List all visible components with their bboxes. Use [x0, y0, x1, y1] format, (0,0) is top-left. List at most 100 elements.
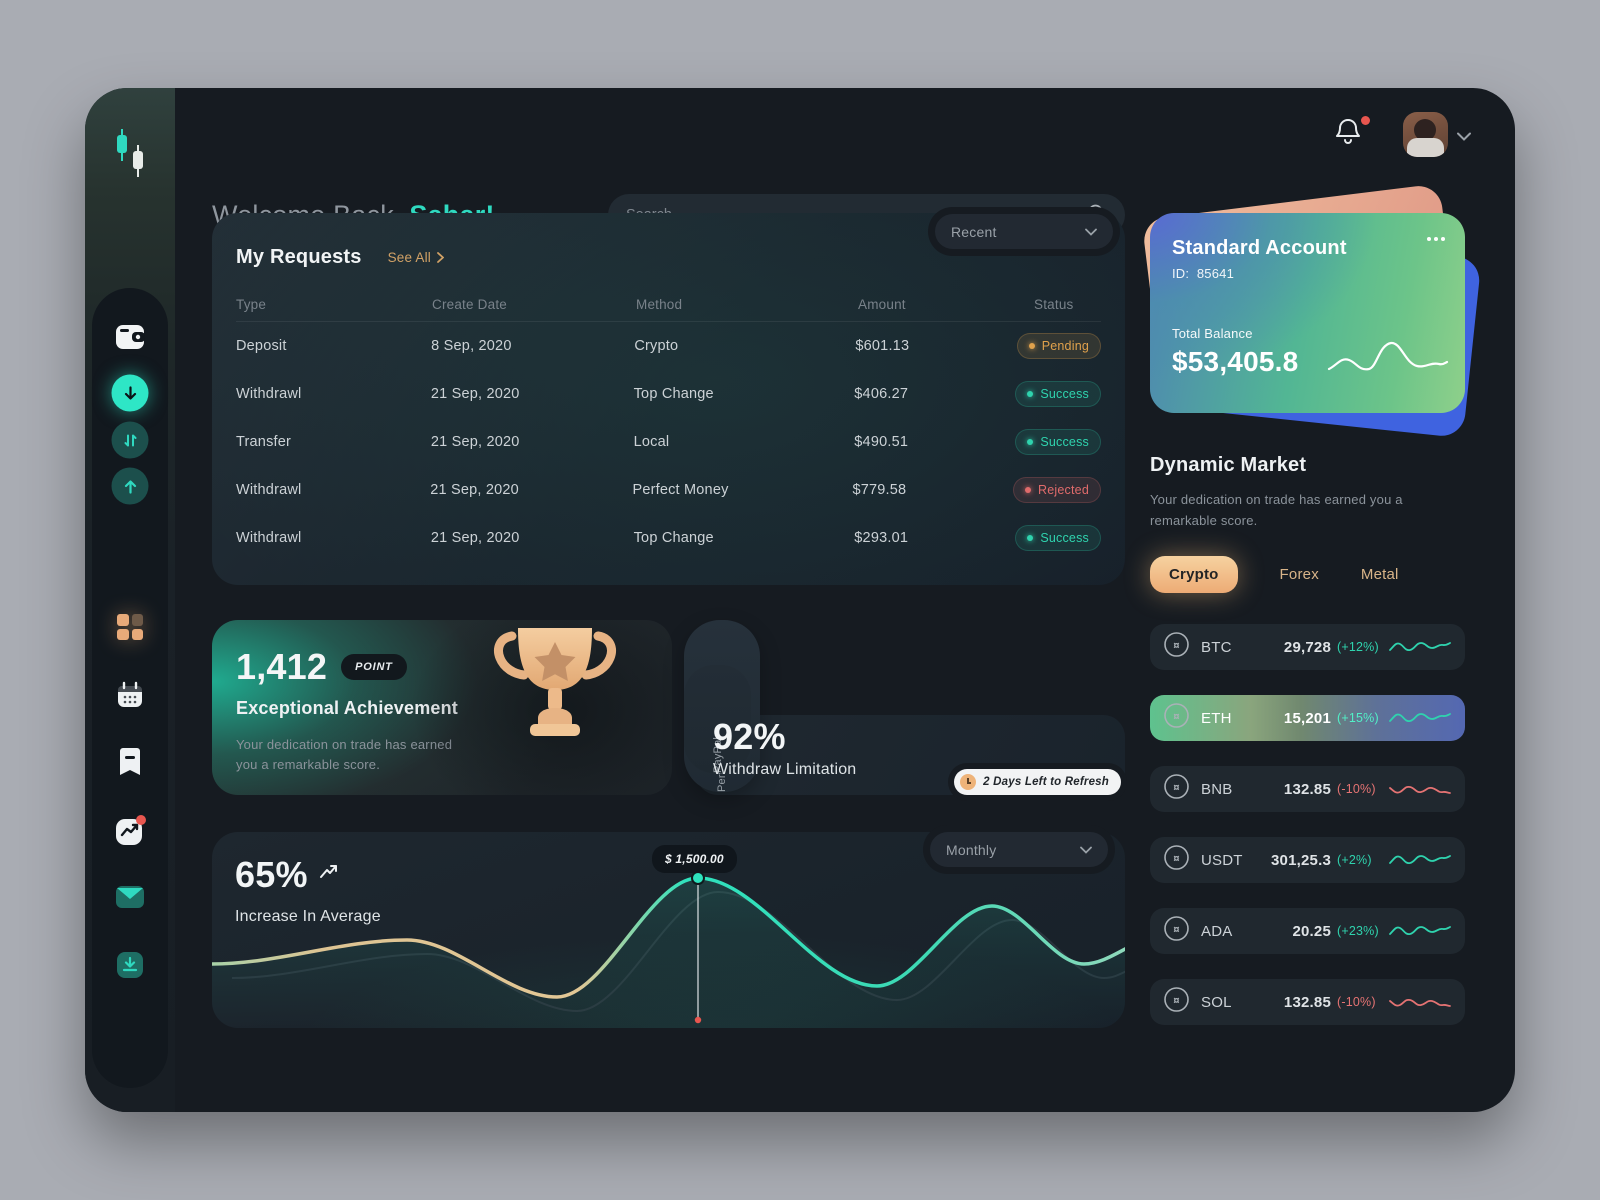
balance-label: Total Balance: [1172, 326, 1253, 341]
app-window: Welcome Back, Sahar! My Requests See All…: [85, 88, 1515, 1112]
mail-icon[interactable]: [115, 885, 145, 909]
chart-message-icon[interactable]: [113, 814, 147, 848]
coin-price: 20.25: [1292, 922, 1331, 940]
status-badge: Success: [1015, 429, 1101, 455]
peak-tooltip: $ 1,500.00: [652, 845, 737, 873]
dynamic-market-description: Your dedication on trade has earned you …: [1150, 492, 1403, 528]
dashboard-grid-icon[interactable]: [115, 612, 145, 642]
sparkline-up: [1389, 855, 1451, 865]
status-badge: Rejected: [1013, 477, 1101, 503]
coin-icon: ¤: [1163, 702, 1190, 734]
coin-change: (+15%): [1337, 711, 1379, 725]
cell-method: Local: [633, 434, 670, 450]
account-id: ID: 85641: [1172, 266, 1234, 281]
wave-chart[interactable]: [212, 832, 1125, 1028]
svg-text:¤: ¤: [1173, 640, 1179, 652]
send-arrow-up-icon[interactable]: [111, 467, 149, 505]
withdraw-label: Withdraw Limitation: [713, 761, 857, 778]
coin-symbol: USDT: [1201, 851, 1243, 869]
standard-account-card[interactable]: Standard Account ID: 85641 Total Balance…: [1150, 213, 1465, 413]
coin-change: (+12%): [1337, 640, 1379, 654]
cell-amount: $490.51: [854, 434, 909, 450]
candlestick-logo-icon[interactable]: [111, 127, 149, 179]
user-avatar[interactable]: [1403, 112, 1448, 157]
sparkline-down: [1389, 785, 1451, 794]
account-card-stack: Standard Account ID: 85641 Total Balance…: [1141, 183, 1482, 439]
transfer-arrows-icon[interactable]: [111, 421, 149, 459]
market-tab[interactable]: Forex: [1279, 566, 1319, 583]
deposit-arrow-down-icon[interactable]: [111, 374, 149, 412]
sparkline-up: [1389, 642, 1451, 652]
status-badge: Success: [1015, 525, 1101, 551]
average-chart-card: 65% Increase In Average $ 1,500.00: [212, 832, 1125, 1028]
cell-type: Withdrawl: [236, 530, 302, 546]
cell-amount: $601.13: [855, 338, 910, 354]
trend-up-arrow-icon: [319, 865, 337, 878]
card-menu-icon[interactable]: [1427, 237, 1445, 241]
requests-title: My Requests: [236, 245, 362, 268]
col-amount: Amount: [858, 296, 906, 312]
coin-list: ¤ BTC 29,728 (+12%) ¤: [1150, 624, 1465, 1050]
coin-icon: ¤: [1163, 986, 1190, 1018]
cell-method: Top Change: [633, 386, 714, 402]
sparkline-up: [1389, 713, 1451, 723]
table-row[interactable]: Withdrawl 21 Sep, 2020 Top Change $293.0…: [236, 514, 1101, 562]
points-badge: POINT: [341, 654, 407, 680]
market-tab[interactable]: Metal: [1360, 566, 1399, 583]
coin-row[interactable]: ¤ BTC 29,728 (+12%): [1150, 624, 1465, 670]
coin-row[interactable]: ¤ BNB 132.85 (-10%): [1150, 766, 1465, 812]
divider: [236, 321, 1101, 322]
svg-text:¤: ¤: [1173, 924, 1179, 936]
coin-symbol: BTC: [1201, 638, 1232, 656]
coin-change: (+23%): [1337, 924, 1379, 938]
monthly-dropdown[interactable]: Monthly: [930, 832, 1108, 867]
cell-amount: $406.27: [854, 386, 909, 402]
coin-row[interactable]: ¤ ETH 15,201 (+15%): [1150, 695, 1465, 741]
market-tab[interactable]: Crypto: [1150, 556, 1238, 593]
table-row[interactable]: Withdrawl 21 Sep, 2020 Perfect Money $77…: [236, 466, 1101, 514]
svg-text:¤: ¤: [1173, 995, 1179, 1007]
method-pill[interactable]: PayPal: [684, 665, 751, 773]
coin-price: 15,201: [1283, 709, 1331, 727]
cell-amount: $293.01: [854, 530, 909, 546]
calendar-icon[interactable]: [116, 681, 144, 709]
withdraw-limitation-card: Perfect Money Local Crypto Web Money Pay…: [684, 620, 1127, 801]
download-tray-icon[interactable]: [115, 950, 145, 980]
trophy-icon: [490, 622, 620, 759]
coin-change: (-10%): [1337, 995, 1376, 1009]
my-requests-panel: My Requests See All Type Create Date Met…: [212, 213, 1125, 585]
recent-dropdown[interactable]: Recent: [935, 214, 1113, 249]
bell-notification-icon[interactable]: [1333, 116, 1373, 156]
bookmark-chat-icon[interactable]: [117, 748, 143, 778]
coin-row[interactable]: ¤ ADA 20.25 (+23%): [1150, 908, 1465, 954]
coin-row[interactable]: ¤ USDT 301,25.3 (+2%): [1150, 837, 1465, 883]
wallet-icon[interactable]: [115, 324, 145, 350]
user-name: Sahar!: [409, 200, 494, 230]
status-badge: Success: [1015, 381, 1101, 407]
table-row[interactable]: Withdrawl 21 Sep, 2020 Top Change $406.2…: [236, 370, 1101, 418]
cell-type: Transfer: [236, 434, 292, 450]
chart-base-dot: [694, 1016, 702, 1024]
table-row[interactable]: Transfer 21 Sep, 2020 Local $490.51 Succ…: [236, 418, 1101, 466]
see-all-link[interactable]: See All: [388, 250, 445, 265]
chevron-down-icon: [1085, 228, 1097, 236]
achievement-card: 1,412 POINT Exceptional Achievement Your…: [212, 620, 672, 795]
achievement-description: Your dedication on trade has earned you …: [236, 737, 453, 773]
coin-icon: ¤: [1163, 773, 1190, 805]
market-tabs: Crypto Forex Metal: [1150, 556, 1399, 593]
sparkline-up: [1389, 926, 1451, 936]
coin-row[interactable]: ¤ SOL 132.85 (-10%): [1150, 979, 1465, 1025]
monthly-dropdown-notch: Monthly: [923, 825, 1115, 874]
table-row[interactable]: Deposit 8 Sep, 2020 Crypto $601.13 Pendi…: [236, 322, 1101, 370]
coin-icon: ¤: [1163, 915, 1190, 947]
avatar-chevron-down-icon[interactable]: [1457, 128, 1471, 146]
balance-sparkline: [1327, 341, 1449, 371]
coin-symbol: ETH: [1201, 709, 1232, 727]
recent-dropdown-notch: Recent: [928, 207, 1120, 256]
cell-type: Withdrawl: [236, 482, 302, 498]
cell-date: 21 Sep, 2020: [430, 386, 520, 402]
sparkline-down: [1389, 998, 1451, 1007]
coin-icon: ¤: [1163, 844, 1190, 876]
status-badge: Pending: [1016, 333, 1101, 359]
cell-amount: $779.58: [852, 482, 907, 498]
